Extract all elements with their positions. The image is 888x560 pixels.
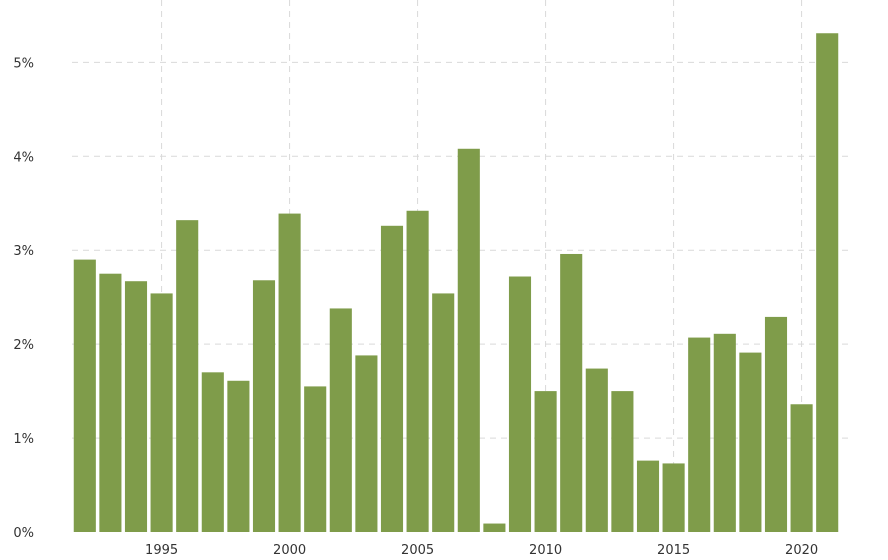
bar-2010[interactable] (534, 391, 557, 532)
bar-1993[interactable] (99, 273, 122, 532)
bar-2019[interactable] (764, 316, 788, 532)
bar-1994[interactable] (124, 281, 148, 532)
bar-2020[interactable] (790, 404, 813, 532)
bar-2012[interactable] (585, 368, 608, 532)
bar-1992[interactable] (73, 259, 96, 532)
bar-2014[interactable] (636, 460, 660, 532)
y-tick-label: 4% (13, 150, 34, 165)
bar-1995[interactable] (150, 293, 173, 532)
x-tick-label: 2000 (273, 543, 306, 558)
y-tick-label: 3% (13, 244, 34, 259)
x-tick-label: 2010 (529, 543, 562, 558)
bar-2001[interactable] (304, 386, 327, 532)
bar-2013[interactable] (611, 391, 634, 532)
y-tick-label: 0% (13, 526, 34, 541)
bar-2005[interactable] (406, 210, 429, 532)
bar-1996[interactable] (176, 220, 199, 532)
bar-2015[interactable] (662, 463, 685, 532)
y-tick-label: 2% (13, 338, 34, 353)
x-tick-label: 2015 (657, 543, 690, 558)
y-tick-label: 1% (13, 432, 34, 447)
bar-2006[interactable] (432, 293, 455, 532)
x-tick-label: 1995 (145, 543, 178, 558)
bar-2011[interactable] (560, 253, 583, 532)
bar-2021[interactable] (816, 33, 839, 532)
bar-2004[interactable] (380, 225, 404, 533)
bar-2017[interactable] (713, 333, 736, 532)
bar-2008[interactable] (483, 523, 506, 532)
bar-2016[interactable] (688, 337, 711, 532)
x-tick-label: 2020 (785, 543, 818, 558)
bar-2003[interactable] (355, 355, 378, 532)
bar-1997[interactable] (201, 372, 224, 532)
x-tick-label: 2005 (401, 543, 434, 558)
bar-2002[interactable] (329, 308, 352, 532)
bar-2018[interactable] (739, 352, 762, 532)
bar-1999[interactable] (252, 280, 276, 532)
bar-2000[interactable] (278, 213, 301, 532)
bar-1998[interactable] (227, 380, 250, 532)
bar-2009[interactable] (508, 276, 532, 532)
y-tick-label: 5% (13, 56, 34, 71)
bar-2007[interactable] (457, 148, 480, 532)
